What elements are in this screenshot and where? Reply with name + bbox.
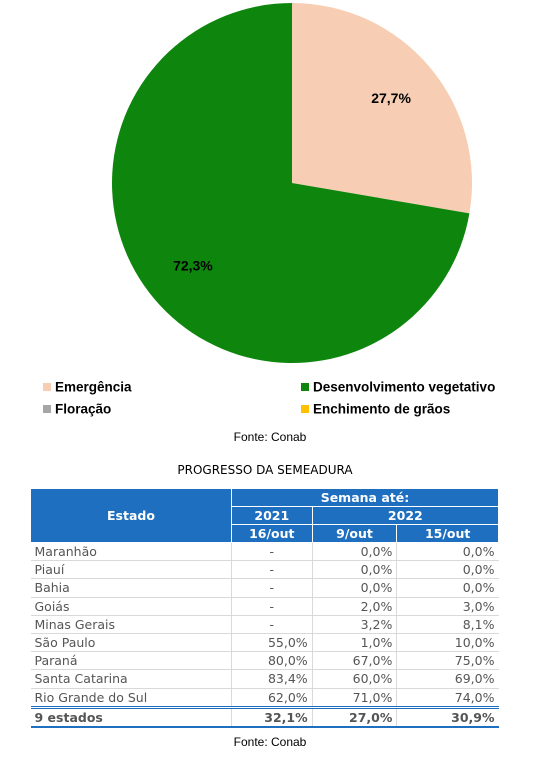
- table-cell: 1,0%: [311, 633, 397, 653]
- legend-label: Emergência: [55, 380, 132, 395]
- table-cell: 8,1%: [396, 615, 499, 634]
- table-cell: 2,0%: [311, 597, 397, 616]
- legend-swatch: [43, 383, 51, 391]
- table-cell: 0,0%: [311, 560, 397, 580]
- data-label: 27,7%: [371, 90, 411, 106]
- legend-swatch: [301, 383, 309, 391]
- table-cell: -: [230, 597, 313, 616]
- table-cell: 0,0%: [396, 560, 499, 580]
- table-row: Minas Gerais -3,2% 8,1%: [30, 615, 499, 634]
- table-row: Bahia -0,0% 0,0%: [30, 578, 499, 598]
- table-cell: 71,0%: [311, 688, 397, 708]
- chart-source: Fonte: Conab: [233, 430, 307, 444]
- table-row: Goiás -2,0% 3,0%: [30, 597, 499, 616]
- table-cell: 75,0%: [396, 651, 499, 671]
- table-source: Fonte: Conab: [233, 735, 307, 749]
- total-cell: 27,0%: [311, 705, 397, 728]
- table-cell: 60,0%: [311, 669, 397, 689]
- table-cell: 67,0%: [311, 651, 397, 671]
- header-cell: 9/out: [311, 524, 398, 543]
- data-label: 72,3%: [173, 257, 213, 273]
- pie-slice: [112, 3, 470, 364]
- table-row: Maranhão -0,0% 0,0%: [30, 542, 499, 562]
- table-cell: São Paulo: [30, 633, 232, 653]
- table-cell: 0,0%: [311, 578, 397, 598]
- legend-swatch: [43, 405, 51, 413]
- total-cell: 9 estados: [30, 705, 232, 728]
- table-title: PROGRESSO DA SEMEADURA: [177, 463, 353, 477]
- table-cell: 83,4%: [230, 669, 313, 689]
- table-cell: Paraná: [30, 651, 232, 671]
- table-cell: 69,0%: [396, 669, 499, 689]
- header-row: 16/out 9/out 15/out: [31, 524, 499, 543]
- table-row: Piauí -0,0% 0,0%: [30, 560, 499, 580]
- table-cell: Goiás: [30, 597, 232, 616]
- table-row: Paraná 80,0% 67,0% 75,0%: [30, 651, 499, 671]
- table-cell: Minas Gerais: [30, 615, 232, 634]
- pie-slice: [292, 3, 472, 214]
- header-cell: 15/out: [396, 524, 499, 543]
- table-cell: Bahia: [30, 578, 232, 598]
- table-cell: 3,2%: [311, 615, 397, 634]
- table-cell: 55,0%: [230, 633, 313, 653]
- table-cell: 0,0%: [311, 542, 397, 562]
- total-cell: 30,9%: [396, 705, 499, 728]
- header-cell: 16/out: [230, 524, 313, 543]
- header-cell: Semana até:: [230, 488, 500, 507]
- table-cell: 3,0%: [396, 597, 499, 616]
- table-cell: Rio Grande do Sul: [30, 688, 232, 708]
- header-cell: 2022: [311, 506, 500, 525]
- header-cell: 2021: [230, 506, 313, 525]
- table-cell: 10,0%: [396, 633, 499, 653]
- header-row: Estado Semana até:: [30, 488, 500, 543]
- total-cell: 32,1%: [230, 705, 313, 728]
- table-cell: Santa Catarina: [30, 669, 232, 689]
- table: Estado Semana até: 2021 2022 16/out 9/out 15/o…: [30, 488, 500, 728]
- table-cell: 0,0%: [396, 578, 499, 598]
- table-cell: Maranhão: [30, 542, 232, 562]
- table-cell: 80,0%: [230, 651, 313, 671]
- table-cell: -: [230, 560, 313, 580]
- table-cell: -: [230, 578, 313, 598]
- table-cell: 0,0%: [396, 542, 499, 562]
- table-cell: Piauí: [30, 560, 232, 580]
- table-cell: -: [230, 615, 313, 634]
- table-cell: 74,0%: [396, 688, 499, 708]
- header-cell: Estado: [30, 488, 232, 543]
- table-cell: 62,0%: [230, 688, 313, 708]
- table-row: Santa Catarina 83,4% 60,0% 69,0%: [30, 669, 499, 689]
- table-cell: -: [230, 542, 313, 562]
- legend-label: Desenvolvimento vegetativo: [313, 380, 495, 395]
- table-row: Rio Grande do Sul 62,0% 71,0% 74,0%: [30, 688, 499, 708]
- table-row: São Paulo 55,0% 1,0% 10,0%: [30, 633, 499, 653]
- legend-label: Floração: [55, 402, 111, 417]
- pie-chart: 27,7% 72,3% Emergência Desenvolvimento vege…: [43, 3, 495, 417]
- legend-swatch: [301, 405, 309, 413]
- total-row: 9 estados 32,1% 27,0% 30,9%: [30, 705, 499, 728]
- legend-label: Enchimento de grãos: [313, 402, 450, 417]
